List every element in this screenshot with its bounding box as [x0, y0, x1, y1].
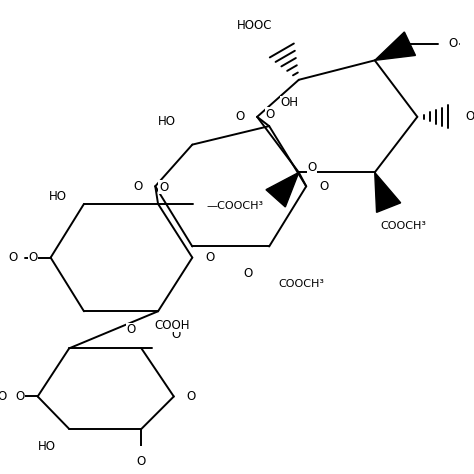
Text: HO: HO: [49, 190, 67, 203]
Text: O: O: [319, 180, 328, 193]
Text: OH: OH: [401, 220, 419, 234]
Text: O: O: [133, 180, 142, 193]
Text: OH: OH: [280, 96, 298, 109]
Text: O: O: [16, 390, 25, 403]
Text: O: O: [205, 251, 215, 264]
Text: O: O: [0, 390, 7, 403]
Text: O: O: [243, 267, 253, 280]
Text: O: O: [137, 455, 146, 468]
Polygon shape: [375, 173, 401, 212]
Text: HO: HO: [38, 440, 56, 453]
Text: HO: HO: [158, 115, 176, 128]
Text: O: O: [465, 110, 474, 123]
Text: O: O: [171, 328, 180, 341]
Text: O: O: [265, 108, 275, 120]
Text: O: O: [187, 390, 196, 403]
Text: COOCH³: COOCH³: [278, 279, 324, 289]
Text: HOOC: HOOC: [237, 18, 273, 32]
Text: COOCH³: COOCH³: [380, 221, 426, 231]
Text: O: O: [449, 37, 458, 50]
Text: O: O: [159, 181, 168, 194]
Text: —COOCH³: —COOCH³: [206, 201, 264, 211]
Text: COOH: COOH: [155, 319, 190, 332]
Text: O: O: [307, 161, 316, 174]
Text: O: O: [8, 251, 17, 264]
Polygon shape: [375, 32, 416, 60]
Text: O: O: [127, 323, 136, 337]
Text: O: O: [28, 251, 37, 264]
Polygon shape: [266, 173, 299, 207]
Text: O: O: [235, 110, 244, 123]
